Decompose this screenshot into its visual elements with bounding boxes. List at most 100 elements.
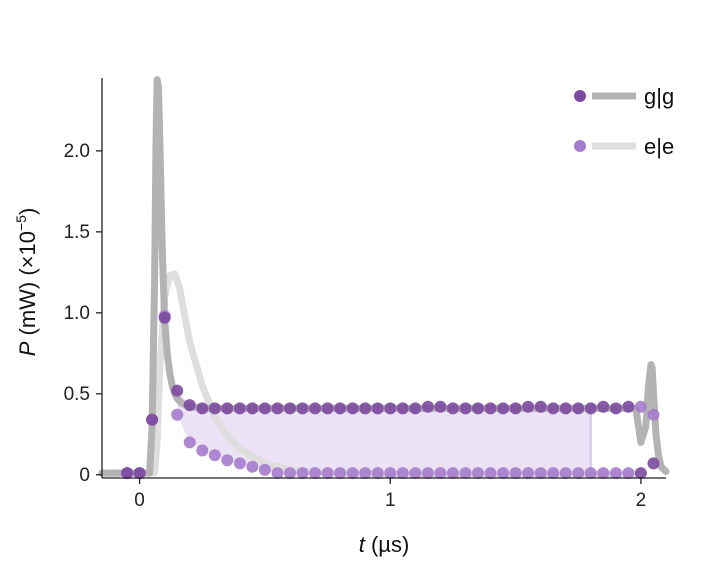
data-point-ee bbox=[271, 467, 284, 480]
data-point-ee bbox=[497, 467, 510, 480]
legend: g|g e|e bbox=[574, 84, 674, 159]
data-point-gg bbox=[584, 402, 597, 415]
x-axis-label: t (µs) bbox=[359, 532, 410, 557]
data-point-gg bbox=[309, 402, 322, 415]
data-point-gg bbox=[158, 311, 171, 324]
data-point-gg bbox=[146, 413, 159, 426]
data-point-ee bbox=[384, 467, 397, 480]
data-point-gg bbox=[396, 402, 409, 415]
data-point-gg bbox=[359, 402, 372, 415]
y-axis-label-close: ) bbox=[15, 208, 40, 215]
data-point-gg bbox=[484, 402, 497, 415]
data-point-ee bbox=[534, 467, 547, 480]
x-tick-label: 1 bbox=[385, 490, 396, 511]
data-point-gg bbox=[183, 399, 196, 412]
data-point-ee bbox=[446, 467, 459, 480]
data-point-ee bbox=[584, 467, 597, 480]
data-point-gg bbox=[371, 402, 384, 415]
data-point-ee bbox=[208, 449, 221, 462]
data-point-gg bbox=[572, 402, 585, 415]
data-point-ee bbox=[371, 467, 384, 480]
data-point-ee bbox=[472, 467, 484, 480]
data-point-gg bbox=[246, 402, 259, 415]
data-point-ee bbox=[258, 463, 271, 476]
legend-label-ee: e|e bbox=[644, 134, 674, 159]
y-axis-label-var: P bbox=[15, 341, 40, 356]
data-point-gg bbox=[271, 402, 284, 415]
data-point-gg bbox=[221, 402, 234, 415]
data-point-gg bbox=[409, 402, 422, 415]
data-point-gg bbox=[634, 467, 647, 480]
data-point-ee bbox=[559, 467, 572, 480]
data-point-gg bbox=[296, 402, 309, 415]
data-point-ee bbox=[233, 457, 246, 470]
legend-label-gg: g|g bbox=[644, 84, 674, 109]
data-point-ee bbox=[409, 467, 422, 480]
x-tick-label: 0 bbox=[134, 490, 145, 511]
data-point-ee bbox=[572, 467, 585, 480]
data-point-gg bbox=[559, 402, 572, 415]
data-point-ee bbox=[522, 467, 535, 480]
data-point-gg bbox=[534, 400, 547, 413]
data-point-ee bbox=[597, 467, 610, 480]
legend-marker-ee bbox=[574, 140, 586, 152]
data-point-gg bbox=[171, 384, 184, 397]
data-point-ee bbox=[296, 467, 309, 480]
data-point-gg bbox=[258, 402, 271, 415]
data-point-ee bbox=[246, 460, 259, 473]
data-point-ee bbox=[509, 467, 522, 480]
x-axis-label-unit: (µs) bbox=[365, 532, 409, 557]
y-axis-label: P (mW) (×10−5) bbox=[13, 208, 40, 357]
data-point-gg bbox=[459, 402, 472, 415]
data-point-gg bbox=[547, 402, 560, 415]
data-point-gg bbox=[346, 402, 359, 415]
data-point-ee bbox=[484, 467, 497, 480]
data-point-gg bbox=[497, 402, 510, 415]
data-point-ee bbox=[309, 467, 322, 480]
y-tick-label: 1.0 bbox=[64, 303, 90, 324]
data-point-gg bbox=[446, 402, 459, 415]
data-point-ee bbox=[321, 467, 334, 480]
data-point-gg bbox=[434, 400, 447, 413]
data-point-gg bbox=[208, 402, 221, 415]
data-point-ee bbox=[334, 467, 347, 480]
data-point-gg bbox=[647, 457, 660, 470]
data-point-gg bbox=[384, 402, 397, 415]
data-point-ee bbox=[609, 467, 622, 480]
data-point-gg bbox=[233, 402, 246, 415]
data-point-ee bbox=[396, 467, 409, 480]
y-tick-label: 0.5 bbox=[64, 384, 90, 405]
data-point-gg bbox=[522, 400, 535, 413]
data-point-ee bbox=[221, 454, 234, 467]
data-point-gg bbox=[121, 467, 134, 480]
data-point-ee bbox=[647, 408, 660, 421]
data-point-gg bbox=[622, 400, 635, 413]
y-tick-label: 0 bbox=[79, 465, 90, 486]
x-axis: 0 1 2 bbox=[102, 477, 666, 511]
legend-marker-gg bbox=[574, 90, 586, 102]
data-point-ee bbox=[196, 444, 209, 457]
y-tick-label: 2.0 bbox=[64, 141, 90, 162]
data-point-ee bbox=[547, 467, 560, 480]
data-point-ee bbox=[421, 467, 434, 480]
data-point-ee bbox=[284, 467, 296, 480]
data-point-gg bbox=[597, 400, 610, 413]
data-point-ee bbox=[622, 467, 635, 480]
data-point-ee bbox=[359, 467, 372, 480]
data-point-gg bbox=[196, 402, 209, 415]
data-point-ee bbox=[346, 467, 359, 480]
y-axis: 0 0.5 1.0 1.5 2.0 bbox=[64, 78, 103, 486]
data-point-gg bbox=[421, 400, 434, 413]
data-point-gg bbox=[472, 402, 484, 415]
y-tick-label: 1.5 bbox=[64, 222, 90, 243]
x-tick-label: 2 bbox=[636, 490, 647, 511]
x-axis-label-var: t bbox=[359, 532, 366, 557]
data-point-ee bbox=[183, 436, 196, 449]
data-point-ee bbox=[171, 408, 184, 421]
data-point-gg bbox=[284, 402, 296, 415]
data-point-gg bbox=[334, 402, 347, 415]
data-point-gg bbox=[133, 467, 146, 480]
y-axis-label-unit: (mW) (×10 bbox=[15, 231, 40, 342]
y-axis-label-exponent: −5 bbox=[13, 215, 29, 231]
